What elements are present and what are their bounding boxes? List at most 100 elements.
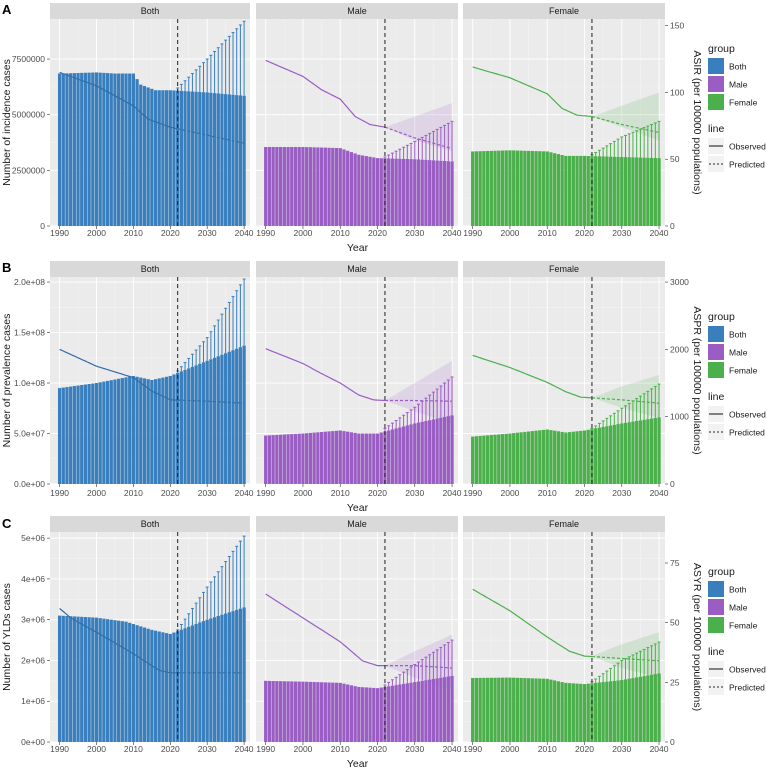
rate-line-predicted [177,399,245,404]
bar-2034 [635,677,639,742]
bar-2020 [168,90,172,226]
bar-1991 [61,387,65,484]
bar-2030 [205,92,209,226]
bar-1995 [76,72,80,226]
bar-2036 [227,612,231,742]
x-tick-label: 2010 [538,228,557,238]
x-tick-label: 2020 [161,488,180,498]
panel-male: Male 1990 2000 2010 2020 2030 2040 [256,3,462,238]
bar-2018 [161,90,165,226]
bar-2003 [105,380,110,484]
bar-2032 [212,617,217,742]
bar-2024 [597,427,602,484]
bar-1999 [297,681,301,742]
bar-2015 [357,686,361,742]
bar-2007 [120,378,124,484]
bar-2026 [398,427,402,484]
bar-2003 [105,619,110,742]
y-tick-label: 7500000 [12,54,45,64]
row-letter: C [2,516,12,531]
bar-2032 [627,157,631,226]
bar-2037 [231,611,235,742]
bar-2031 [623,422,628,484]
bar-2023 [594,682,598,742]
x-tick-label: 2010 [538,488,557,498]
bar-1996 [493,434,497,484]
legend-swatch-female [708,362,724,378]
legend-key-bg [708,424,724,440]
panel-female: Female 1990 2000 2010 2020 2030 2040 [463,261,669,498]
bar-2018 [575,155,579,226]
bar-1999 [91,383,95,484]
bar-1996 [286,146,290,226]
bar-2019 [164,633,169,742]
bar-2029 [409,424,413,484]
bar-1994 [278,434,283,484]
y2-tick-label: 0 [670,737,675,747]
bar-2030 [620,157,624,226]
panel-male: Male 1990 2000 2010 2020 2030 2040 [256,516,462,754]
x-tick-label: 2000 [500,488,519,498]
legend-swatch-male [708,599,724,615]
bar-2036 [642,676,646,742]
bar-2001 [305,433,309,484]
bar-2032 [212,93,217,227]
bar-2010 [338,148,342,226]
legend-label: Male [729,80,748,90]
legend-title-group: group [708,43,735,55]
bar-2034 [220,614,224,742]
bar-2007 [534,678,538,742]
bar-2031 [209,92,213,226]
bar-2038 [235,348,239,484]
bar-1996 [286,681,290,742]
bar-2010 [545,678,549,742]
bar-2022 [176,90,180,226]
x-tick-label: 2040 [235,744,254,754]
bar-2011 [549,152,553,226]
bar-2012 [139,84,143,226]
bar-2020 [375,433,380,484]
x-tick-label: 2030 [612,744,631,754]
bar-2036 [227,94,231,226]
bar-2020 [168,375,172,484]
bar-2031 [416,422,421,484]
x-tick-label: 2010 [124,744,143,754]
bar-2022 [383,431,387,484]
facet-label: Both [141,519,160,529]
bar-1997 [497,677,501,742]
bar-2007 [327,431,331,484]
bar-2039 [238,608,243,742]
bar-2040 [242,95,246,226]
bar-2027 [608,681,613,742]
x-tick-label: 1990 [256,228,275,238]
bar-1993 [482,151,486,226]
y2-tick-label: 0 [670,221,675,231]
bar-2003 [312,432,316,484]
legend-swatch-male [708,76,724,92]
bar-2019 [372,687,376,742]
bar-1995 [489,435,493,484]
x-tick-label: 1990 [463,744,482,754]
x-tick-label: 1990 [463,488,482,498]
bar-2010 [338,430,342,484]
bar-2033 [631,157,635,226]
bar-2005 [526,150,531,226]
panel-background [50,19,250,226]
rate-line-predicted [384,126,453,150]
bar-2009 [334,682,339,742]
bar-2020 [582,684,587,742]
bar-1994 [485,677,490,742]
bar-2036 [435,160,439,226]
bar-2011 [135,376,139,484]
bar-1998 [87,384,91,484]
x-tick-label: 2040 [235,488,254,498]
bar-1990 [57,73,62,226]
bar-2030 [413,423,417,484]
figure-row-c: C Both 1990 2000 2010 2020 2030 2040 Male 1990 200… [1,516,766,770]
bar-2008 [124,621,128,742]
bar-2007 [120,621,124,742]
bar-1998 [500,677,505,742]
bar-2016 [153,90,158,226]
x-tick-label: 2000 [87,228,106,238]
